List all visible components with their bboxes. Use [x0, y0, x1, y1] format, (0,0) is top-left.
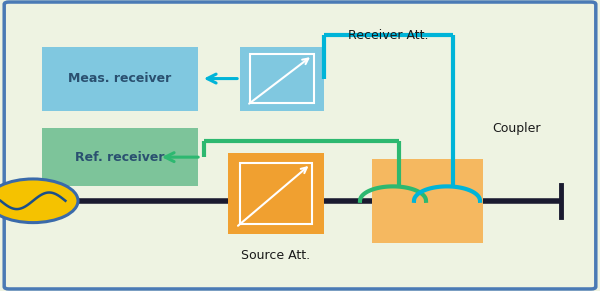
Bar — [250, 54, 314, 103]
Bar — [240, 47, 324, 111]
Bar — [228, 153, 324, 234]
Bar — [42, 128, 198, 186]
Text: Meas. receiver: Meas. receiver — [68, 72, 172, 85]
Text: Ref. receiver: Ref. receiver — [75, 151, 165, 164]
Text: Receiver Att.: Receiver Att. — [348, 29, 428, 42]
Circle shape — [0, 179, 78, 223]
Bar — [42, 47, 198, 111]
Bar — [432, 159, 483, 243]
Text: Source Att.: Source Att. — [241, 249, 311, 262]
Bar — [239, 163, 313, 224]
Text: Coupler: Coupler — [492, 122, 541, 135]
FancyBboxPatch shape — [4, 2, 596, 289]
Bar — [372, 159, 432, 243]
